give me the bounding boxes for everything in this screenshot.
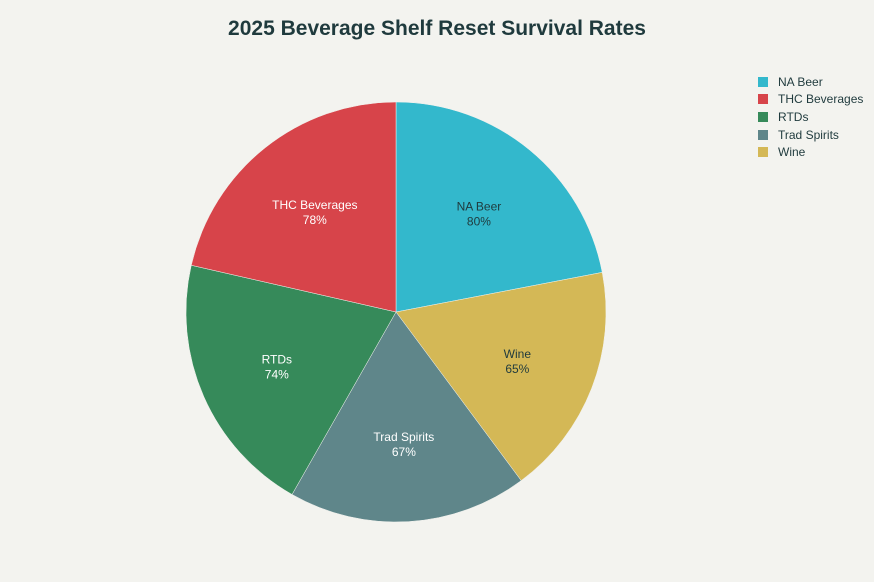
pie-slice-trad-spirits[interactable] — [291, 311, 522, 523]
legend-swatch-wine — [758, 147, 768, 158]
legend-label-rtds: RTDs — [778, 109, 809, 124]
legend-label-thc-beverages: THC Beverages — [778, 92, 864, 107]
legend-swatch-na-beer — [758, 76, 768, 87]
legend-item-na-beer[interactable]: NA Beer — [758, 73, 863, 91]
slice-label-thc-beverages: THC Beverages — [272, 198, 357, 212]
slice-value-trad-spirits: 67% — [392, 445, 416, 459]
legend-swatch-trad-spirits — [758, 129, 768, 140]
chart-title: 2025 Beverage Shelf Reset Survival Rates — [228, 17, 646, 40]
pie-slice-na-beer[interactable] — [395, 101, 603, 313]
slice-value-na-beer: 80% — [467, 215, 491, 229]
legend-label-wine: Wine — [778, 145, 806, 160]
pie-slice-wine[interactable] — [395, 272, 607, 481]
pie-slice-thc-beverages[interactable] — [190, 101, 397, 313]
slice-label-trad-spirits: Trad Spirits — [373, 430, 434, 444]
slice-label-na-beer: NA Beer — [457, 200, 502, 214]
legend-item-rtds[interactable]: RTDs — [758, 108, 863, 126]
legend-swatch-thc-beverages — [758, 94, 768, 105]
legend-label-na-beer: NA Beer — [778, 74, 823, 89]
legend-item-trad-spirits[interactable]: Trad Spirits — [758, 126, 863, 144]
slice-value-thc-beverages: 78% — [303, 213, 327, 227]
slice-value-rtds: 74% — [265, 367, 289, 381]
legend-item-thc-beverages[interactable]: THC Beverages — [758, 91, 863, 109]
slice-value-wine: 65% — [505, 362, 529, 376]
legend: NA Beer THC Beverages RTDs Trad Spirits Wine — [758, 73, 863, 161]
legend-item-wine[interactable]: Wine — [758, 143, 863, 161]
slice-label-wine: Wine — [504, 347, 532, 361]
legend-swatch-rtds — [758, 111, 768, 122]
pie-slice-rtds[interactable] — [185, 264, 397, 495]
legend-label-trad-spirits: Trad Spirits — [778, 127, 839, 142]
slice-label-rtds: RTDs — [262, 352, 292, 366]
